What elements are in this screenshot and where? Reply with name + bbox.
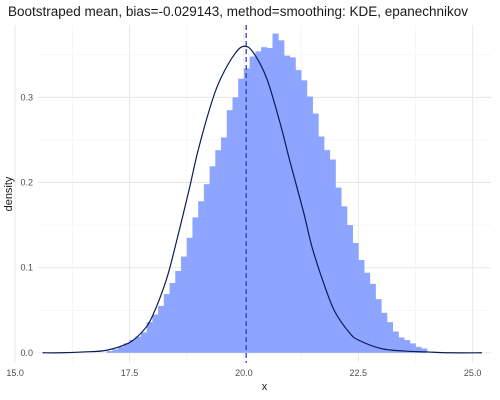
- histogram-bar: [175, 271, 182, 353]
- histogram-bar: [341, 206, 348, 353]
- x-tick-label: 15.0: [6, 368, 24, 378]
- histogram-bar: [364, 272, 371, 353]
- histogram-bar: [163, 294, 170, 353]
- histogram-bar: [369, 283, 376, 353]
- histogram-bar: [295, 70, 302, 353]
- histogram-bar: [112, 349, 119, 353]
- histogram-bar: [192, 217, 199, 353]
- histogram-bar: [232, 97, 239, 353]
- histogram-bar: [335, 187, 342, 353]
- histogram-bar: [215, 150, 222, 353]
- x-tick-label: 25.0: [464, 368, 482, 378]
- histogram-bar: [249, 56, 256, 353]
- histogram-bar: [106, 351, 113, 353]
- histogram-bar: [289, 57, 296, 353]
- histogram-bar: [398, 337, 405, 353]
- y-tick-label: 0.2: [20, 178, 33, 188]
- histogram-bar: [329, 159, 336, 353]
- histogram-bar: [158, 305, 165, 353]
- histogram-bar: [226, 110, 233, 353]
- histogram-bar: [118, 346, 125, 353]
- histogram-bar: [186, 237, 193, 353]
- histogram-bar: [306, 96, 313, 353]
- histogram-bar: [140, 332, 148, 353]
- y-tick-label: 0.3: [20, 92, 33, 102]
- histogram-bar: [381, 312, 388, 353]
- histogram-bar: [278, 40, 285, 353]
- histogram-bar: [352, 242, 359, 353]
- x-tick-label: 20.0: [235, 368, 253, 378]
- x-tick-label: 22.5: [350, 368, 368, 378]
- x-axis-label: x: [262, 381, 268, 393]
- histogram-bar: [203, 184, 210, 353]
- histogram-bars: [106, 33, 428, 353]
- histogram-bar: [375, 299, 382, 353]
- histogram-bar: [404, 340, 411, 353]
- histogram-bar: [152, 314, 159, 353]
- chart-title: Bootstraped mean, bias=-0.029143, method…: [8, 4, 469, 19]
- kde-curve: [42, 45, 482, 354]
- histogram-bar: [272, 33, 279, 353]
- histogram-bar: [409, 343, 416, 353]
- x-tick-label: 17.5: [121, 368, 139, 378]
- histogram-bar: [243, 68, 251, 353]
- histogram-bar: [123, 343, 130, 353]
- histogram-bar: [221, 137, 228, 353]
- histogram-bar: [386, 322, 394, 353]
- x-axis-ticks: 15.0 17.5 20.0 22.5 25.0: [6, 368, 481, 378]
- histogram-bar: [146, 322, 153, 353]
- histogram-bar: [358, 259, 365, 353]
- histogram-bar: [238, 78, 245, 353]
- histogram-bar: [283, 55, 291, 353]
- histogram-bar: [415, 346, 422, 353]
- histogram-bar: [169, 282, 176, 353]
- histogram-bar: [198, 201, 205, 353]
- histogram-bar: [135, 336, 142, 353]
- histogram-bar: [312, 113, 319, 353]
- histogram-bar: [346, 225, 353, 353]
- y-tick-label: 0.1: [20, 263, 33, 273]
- histogram-bar: [180, 256, 188, 353]
- histogram-bar: [318, 136, 325, 353]
- histogram-bar: [266, 47, 273, 353]
- histogram-bar: [421, 348, 428, 353]
- histogram-bar: [129, 340, 136, 353]
- histogram-bar: [323, 150, 331, 353]
- y-axis-label: density: [3, 176, 15, 211]
- histogram-bar: [209, 166, 216, 353]
- histogram-bar: [255, 51, 262, 353]
- histogram-bar: [392, 331, 399, 353]
- y-axis-ticks: 0.0 0.1 0.2 0.3: [20, 92, 33, 357]
- y-tick-label: 0.0: [20, 348, 33, 358]
- histogram-bar: [261, 47, 268, 353]
